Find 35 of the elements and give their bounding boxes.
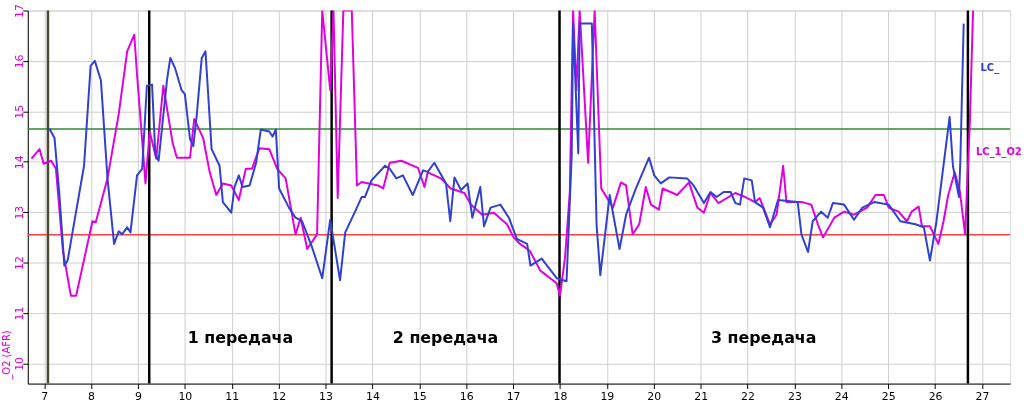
annotation: 3 передача bbox=[710, 327, 817, 347]
y-tick-label: 14 bbox=[13, 155, 27, 170]
x-tick-label: 11 bbox=[225, 389, 240, 403]
x-tick-label: 17 bbox=[506, 389, 521, 403]
y-tick-label: 16 bbox=[13, 54, 27, 69]
annotation: 2 передача bbox=[392, 327, 499, 347]
x-tick-label: 8 bbox=[88, 389, 96, 403]
y-tick-label: 10 bbox=[13, 356, 27, 371]
x-tick-label: 20 bbox=[647, 389, 662, 403]
x-tick-label: 9 bbox=[134, 389, 142, 403]
y-axis-title: _O2 (AFR) bbox=[0, 330, 13, 381]
x-tick-label: 23 bbox=[787, 389, 802, 403]
series-label: LC_ bbox=[980, 62, 1000, 75]
x-tick-label: 7 bbox=[41, 389, 49, 403]
x-tick-label: 14 bbox=[365, 389, 380, 403]
x-tick-label: 24 bbox=[834, 389, 849, 403]
y-tick-label: 17 bbox=[13, 4, 27, 18]
x-tick-label: 19 bbox=[600, 389, 615, 403]
x-tick-label: 16 bbox=[459, 389, 474, 403]
y-tick-label: 13 bbox=[13, 205, 27, 220]
x-tick-label: 12 bbox=[272, 389, 287, 403]
y-tick-label: 15 bbox=[13, 104, 27, 119]
x-tick-label: 25 bbox=[881, 389, 896, 403]
x-tick-label: 13 bbox=[319, 389, 334, 403]
annotation: 1 передача bbox=[187, 327, 294, 347]
x-tick-label: 10 bbox=[178, 389, 193, 403]
x-tick-label: 15 bbox=[412, 389, 427, 403]
series-label: LC_1_O2 bbox=[976, 146, 1022, 159]
x-tick-label: 18 bbox=[553, 389, 568, 403]
x-tick-label: 27 bbox=[975, 389, 990, 403]
x-tick-label: 22 bbox=[741, 389, 755, 403]
y-tick-label: 11 bbox=[13, 306, 27, 321]
y-tick-label: 12 bbox=[13, 256, 27, 271]
x-tick-label: 21 bbox=[694, 389, 709, 403]
x-tick-label: 26 bbox=[928, 389, 943, 403]
